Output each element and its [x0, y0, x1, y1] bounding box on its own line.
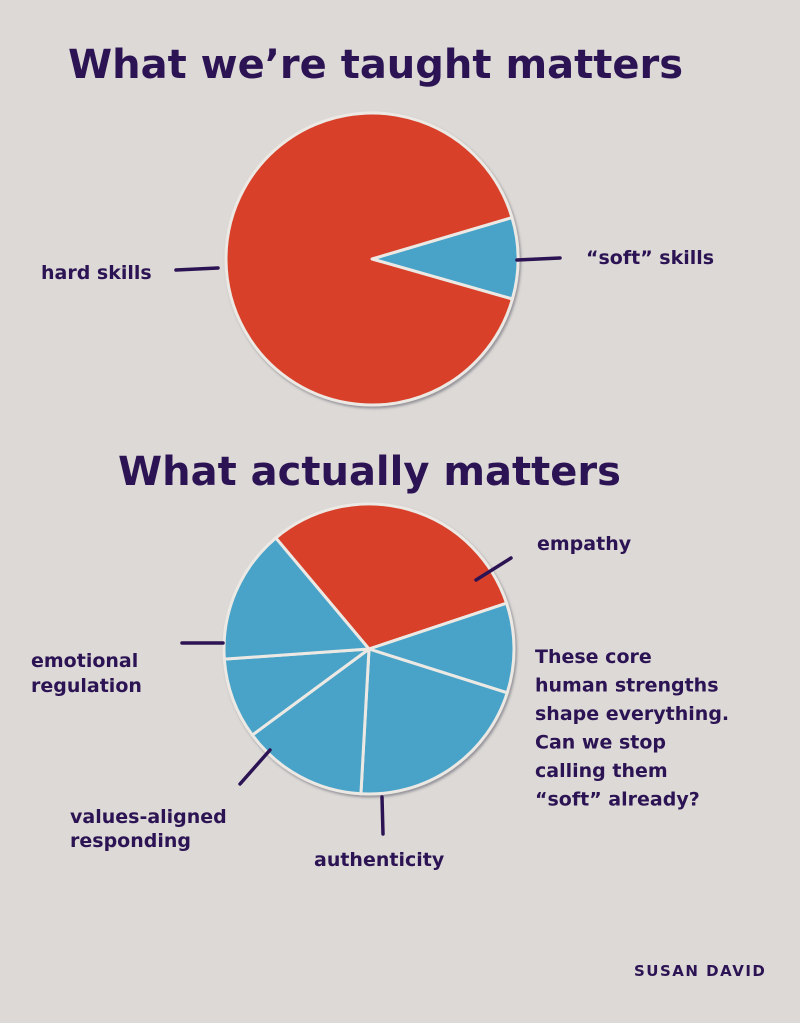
- leader-hard-skills: [174, 266, 220, 272]
- leader-soft-skills: [515, 256, 562, 262]
- label-emotional-regulation-line-2: regulation: [31, 675, 142, 697]
- label-empathy: empathy: [537, 533, 632, 555]
- author-credit: SUSAN DAVID: [634, 962, 766, 980]
- pie-actual-slice-3: [359, 647, 509, 796]
- note-line-5: calling them: [535, 760, 668, 782]
- note-line-1: These core: [535, 646, 652, 668]
- pie-taught-slice-2: [224, 111, 514, 407]
- note-line-3: shape everything.: [535, 703, 729, 725]
- label-values-aligned: values-aligned responding: [70, 806, 233, 852]
- leader-authenticity: [380, 795, 385, 836]
- label-authenticity: authenticity: [314, 849, 445, 871]
- pie-actual-slice-1: [274, 502, 509, 651]
- label-emotional-regulation-line-1: emotional: [31, 650, 138, 672]
- note-line-2: human strengths: [535, 675, 719, 697]
- label-values-aligned-line-1: values-aligned: [70, 806, 227, 828]
- leader-empathy: [474, 556, 513, 582]
- pie-chart-actual: [222, 502, 516, 796]
- pie-actual-slice-6: [222, 536, 371, 661]
- label-soft-skills: “soft” skills: [586, 247, 714, 269]
- label-values-aligned-line-2: responding: [70, 830, 191, 852]
- note-line-6: “soft” already?: [535, 789, 700, 811]
- pie-actual-slice-5: [222, 647, 371, 737]
- leader-values-aligned: [238, 748, 272, 786]
- pie-chart-taught: [224, 111, 520, 407]
- note-text: These core human strengths shape everyth…: [535, 646, 736, 811]
- chart-1-title: What we’re taught matters: [68, 42, 683, 88]
- note-line-4: Can we stop: [535, 732, 666, 754]
- label-emotional-regulation: emotional regulation: [31, 650, 145, 697]
- chart-2-title: What actually matters: [118, 449, 621, 495]
- label-hard-skills: hard skills: [41, 262, 152, 284]
- pie-actual-slice-2: [367, 601, 516, 695]
- pie-actual-slice-4: [250, 647, 371, 796]
